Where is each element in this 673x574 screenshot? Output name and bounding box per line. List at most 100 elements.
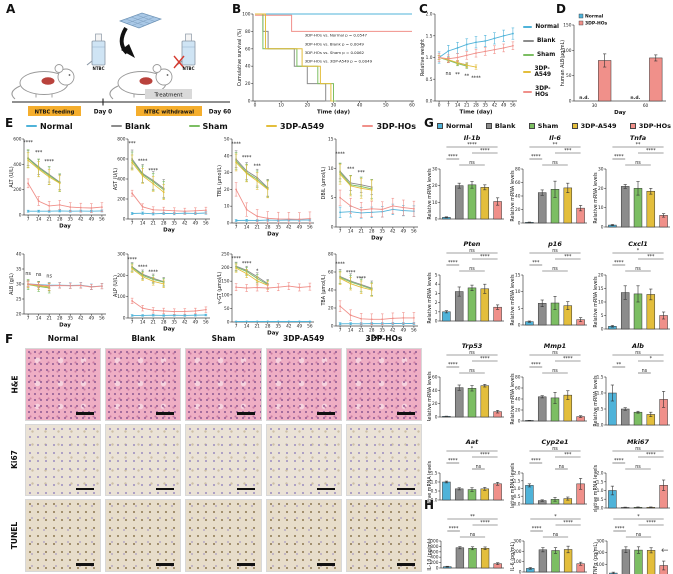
svg-text:0: 0 bbox=[254, 103, 257, 109]
svg-text:56: 56 bbox=[203, 320, 209, 326]
legend-item-normal: Normal bbox=[26, 122, 73, 131]
series-Blank bbox=[26, 150, 62, 190]
series-3DP-HOs bbox=[437, 41, 515, 64]
legend-label: Normal bbox=[446, 121, 473, 130]
svg-text:0: 0 bbox=[518, 419, 521, 425]
svg-text:200: 200 bbox=[513, 549, 521, 555]
series-Blank bbox=[255, 13, 331, 102]
legend-swatch-icon bbox=[110, 124, 122, 128]
histology-tile-ki67-blank bbox=[105, 423, 182, 497]
svg-text:21: 21 bbox=[46, 217, 52, 223]
svg-text:Relative mRNA levels: Relative mRNA levels bbox=[510, 274, 516, 326]
svg-text:21: 21 bbox=[254, 324, 260, 330]
legend-swatch-icon bbox=[523, 70, 532, 74]
panel-e-label: E bbox=[5, 116, 14, 130]
legend-swatch-icon bbox=[571, 122, 578, 129]
svg-text:ns: ns bbox=[476, 465, 482, 470]
study-schematic-svg: NTBC NTBC NTBC feeding Day 0 bbox=[11, 12, 231, 116]
svg-text:30: 30 bbox=[432, 167, 438, 173]
series-Normal bbox=[437, 27, 515, 64]
svg-text:42: 42 bbox=[182, 221, 188, 227]
svg-text:10: 10 bbox=[598, 205, 604, 211]
svg-text:****: **** bbox=[480, 452, 490, 458]
svg-text:Day: Day bbox=[59, 323, 71, 329]
implantation-arrow bbox=[119, 26, 135, 58]
panel-h-chart-grid: 0 200 400 600 800 1000 IL-1β (pg/mL) ** **** ****… bbox=[426, 512, 673, 574]
svg-text:20: 20 bbox=[328, 306, 334, 312]
b_km-svg: 0 20 40 60 80 100 Cumulative survival (%) 0 10 20… bbox=[237, 12, 415, 116]
svg-text:28: 28 bbox=[473, 103, 479, 109]
svg-text:20: 20 bbox=[598, 186, 604, 192]
significance-marks: ns **** **** ns bbox=[612, 447, 664, 470]
legend-swatch-icon bbox=[523, 90, 533, 94]
series-Sham bbox=[255, 13, 337, 102]
svg-text:100: 100 bbox=[563, 48, 571, 54]
y-axis: 0 5 10 15 bbox=[515, 273, 524, 329]
histology-row-label-text: H&E bbox=[10, 375, 20, 394]
svg-text:0: 0 bbox=[227, 320, 230, 326]
g-cyp2e1-chart: 0.0 0.5 1.0 1.5 2.0 Relative mRNA levels Cyp2e… bbox=[509, 436, 590, 516]
series-3DP-A549 bbox=[130, 264, 166, 289]
svg-text:****: **** bbox=[448, 362, 458, 368]
svg-text:49: 49 bbox=[501, 103, 507, 109]
histology-tile-tunel-3dp-a549 bbox=[265, 499, 342, 572]
svg-text:30: 30 bbox=[331, 103, 337, 109]
svg-text:7: 7 bbox=[131, 320, 134, 326]
svg-text:49: 49 bbox=[89, 217, 95, 223]
legend-item-3dp-hos: 3DP-HOs bbox=[362, 122, 416, 131]
svg-text:Time (day): Time (day) bbox=[459, 110, 493, 116]
svg-text:0: 0 bbox=[518, 323, 521, 329]
bars bbox=[441, 546, 504, 569]
significance-marks: ns **** **** ns bbox=[446, 351, 498, 374]
svg-text:100: 100 bbox=[117, 294, 125, 300]
svg-text:1.0: 1.0 bbox=[426, 55, 433, 61]
svg-text:49: 49 bbox=[89, 316, 95, 322]
svg-text:0: 0 bbox=[331, 324, 334, 330]
svg-text:****: **** bbox=[335, 151, 345, 157]
svg-text:1.0: 1.0 bbox=[597, 391, 604, 397]
svg-text:0: 0 bbox=[519, 570, 522, 574]
svg-text:1.0: 1.0 bbox=[514, 486, 521, 492]
svg-text:Cyp2e1: Cyp2e1 bbox=[541, 438, 568, 446]
svg-text:100: 100 bbox=[242, 12, 250, 18]
svg-text:7: 7 bbox=[339, 229, 342, 235]
svg-text:40: 40 bbox=[16, 252, 22, 258]
svg-text:60: 60 bbox=[515, 386, 521, 392]
svg-text:40: 40 bbox=[432, 388, 438, 394]
panel-g-legend: Normal Blank Sham 3DP-A549 3DP-HOs bbox=[437, 120, 671, 131]
svg-text:****: **** bbox=[563, 356, 573, 362]
svg-text:n.d.: n.d. bbox=[579, 95, 589, 101]
svg-text:42: 42 bbox=[78, 217, 84, 223]
svg-text:35: 35 bbox=[172, 221, 178, 227]
svg-text:ns: ns bbox=[46, 274, 52, 279]
series-Sham bbox=[437, 55, 469, 69]
svg-text:60: 60 bbox=[432, 375, 438, 381]
panel-c-label: C bbox=[419, 2, 428, 16]
svg-text:1000: 1000 bbox=[428, 539, 439, 545]
svg-text:****: **** bbox=[448, 458, 458, 464]
svg-text:TBA (µmol/L): TBA (µmol/L) bbox=[321, 274, 327, 306]
e-dbil-chart: 0 5 10 15 DBIL (µmol/L) 7 14 21 28 35 42 49 56 Day ***… bbox=[320, 133, 422, 246]
svg-text:***: *** bbox=[564, 452, 572, 458]
svg-text:****: **** bbox=[231, 142, 241, 148]
svg-text:0: 0 bbox=[435, 319, 438, 325]
svg-text:40: 40 bbox=[245, 64, 251, 70]
svg-text:**: ** bbox=[636, 142, 641, 148]
histology-tile-ki67-sham bbox=[185, 423, 262, 497]
svg-text:ns: ns bbox=[36, 273, 42, 278]
svg-text:600: 600 bbox=[430, 549, 438, 555]
svg-text:0.0: 0.0 bbox=[597, 506, 604, 512]
svg-text:****: **** bbox=[480, 356, 490, 362]
svg-text:TBIL (µmol/L): TBIL (µmol/L) bbox=[217, 165, 223, 198]
timeline bbox=[12, 98, 230, 106]
series-3DP-A549 bbox=[338, 271, 374, 297]
svg-text:14: 14 bbox=[244, 324, 250, 330]
svg-text:0.5: 0.5 bbox=[426, 77, 433, 83]
svg-text:****: **** bbox=[44, 159, 54, 165]
svg-text:Il-6: Il-6 bbox=[549, 134, 561, 142]
svg-text:14: 14 bbox=[140, 221, 146, 227]
svg-text:21: 21 bbox=[150, 221, 156, 227]
legend-item-sham: Sham bbox=[528, 122, 558, 130]
